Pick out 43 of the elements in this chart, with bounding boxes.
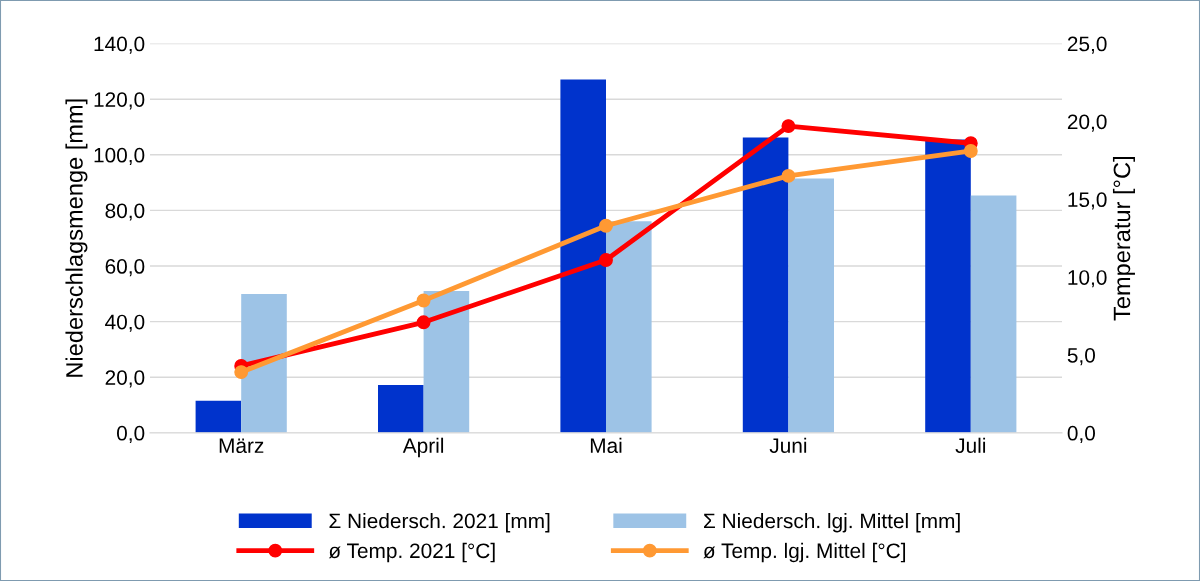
bar <box>560 79 606 433</box>
point <box>599 218 613 233</box>
y-tick-label: 40,0 <box>105 314 145 332</box>
legend-label: Σ Niedersch. 2021 [mm] <box>329 512 550 533</box>
y-axis-title: Niederschlagsmenge [mm] <box>65 99 88 377</box>
y2-tick-label: 25,0 <box>1067 36 1107 54</box>
point <box>781 168 796 183</box>
legend-label: ø Temp. lgj. Mittel [°C] <box>703 542 906 563</box>
bar <box>925 139 971 433</box>
point <box>781 119 796 134</box>
y2-tick-label: 10,0 <box>1068 270 1107 288</box>
bar <box>241 294 287 433</box>
y-tick-label: 80,0 <box>105 203 145 221</box>
x-tick-label: Juni <box>769 437 807 454</box>
y-tick-label: 120,0 <box>94 92 145 110</box>
point <box>963 144 978 158</box>
x-tick-label: April <box>402 437 444 458</box>
x-tick-label: März <box>219 438 264 454</box>
y2-tick-label: 0,0 <box>1067 425 1096 444</box>
point <box>416 315 431 330</box>
y-tick-label: 140,0 <box>94 36 145 54</box>
bar <box>606 221 652 433</box>
y-tick-label: 100,0 <box>94 147 145 166</box>
point <box>599 253 613 267</box>
bar <box>970 195 1017 433</box>
y2-tick-label: 15,0 <box>1068 192 1107 210</box>
bar <box>423 291 470 433</box>
legend-label: ø Temp. 2021 [°C] <box>328 542 495 563</box>
x-tick-label: Mai <box>590 437 622 454</box>
point <box>234 365 249 380</box>
y2-tick-label: 5,0 <box>1067 347 1096 366</box>
bar <box>742 137 789 433</box>
bar <box>378 385 424 433</box>
point <box>416 293 431 308</box>
y-tick-label: 0,0 <box>116 425 145 444</box>
y2-axis-title: Temperatur [°C] <box>1112 157 1135 321</box>
y-tick-label: 20,0 <box>105 370 145 388</box>
y-tick-label: 60,0 <box>105 259 145 277</box>
bar <box>195 400 242 433</box>
x-tick-label: Juli <box>955 437 986 454</box>
y2-tick-label: 20,0 <box>1067 114 1107 132</box>
legend-label: Σ Niedersch. lgj. Mittel [mm] <box>704 512 960 533</box>
bar <box>788 178 834 433</box>
